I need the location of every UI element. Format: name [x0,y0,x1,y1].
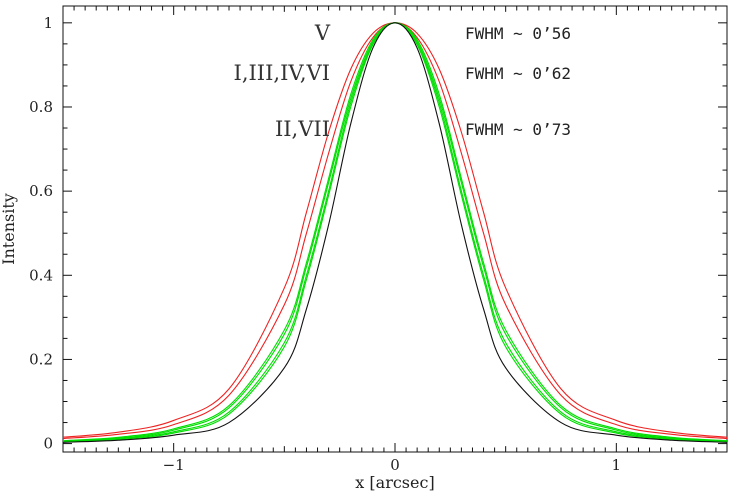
tick-labels-group: −1 0 1 0 0.2 0.4 0.6 0.8 1 [29,14,621,474]
annotation-fwhm-label: FWHM ~ 0’56 [465,24,571,43]
x-tick-label: 0 [390,456,400,474]
y-tick-label: 0 [43,435,53,453]
series-line-7 [62,22,728,443]
y-tick-label: 1 [43,14,53,32]
x-axis-label: x [arcsec] [355,473,434,492]
annotations-group: V FWHM ~ 0’56 I,III,IV,VI FWHM ~ 0’62 II,VII… [234,21,571,141]
series-line-3 [62,22,728,442]
y-tick-label: 0.8 [29,98,53,116]
series-line-4 [62,22,728,442]
series-line-5 [62,22,728,443]
plot-frame [62,5,728,453]
annotation-group-label: I,III,IV,VI [234,61,330,85]
annotation-fwhm-label: FWHM ~ 0’73 [465,120,571,139]
x-tick-label: 1 [612,456,622,474]
series-line-2 [62,22,728,440]
annotation-group-label: II,VII [275,117,330,141]
y-tick-label: 0.6 [29,182,53,200]
annotation-fwhm-label: FWHM ~ 0’62 [465,64,571,83]
series-line-6 [62,22,728,443]
y-tick-label: 0.4 [29,266,53,284]
ticks-group [62,6,728,452]
curves-group [62,22,728,443]
annotation-group-label: V [314,21,331,45]
y-tick-label: 0.2 [29,350,53,368]
y-axis-label: Intensity [0,193,18,265]
series-line-1 [62,22,728,438]
x-tick-label: −1 [163,456,185,474]
